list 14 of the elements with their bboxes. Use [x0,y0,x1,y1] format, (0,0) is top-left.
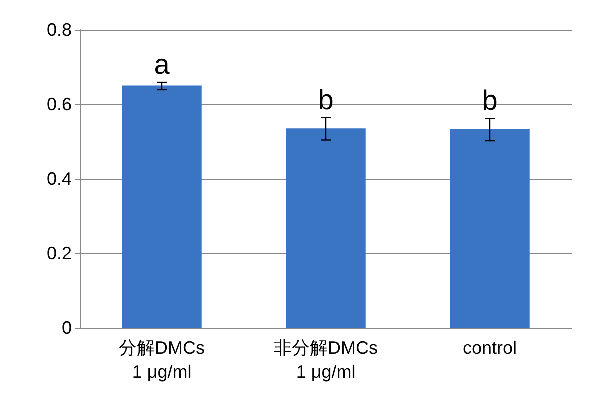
y-tick-label: 0.4 [46,169,72,189]
x-tick-label: 分解DMCs 1 μg/ml [119,338,205,382]
annotation: a [154,49,170,80]
x-tick-label: 非分解DMCs 1 μg/ml [274,338,378,382]
bar [286,128,366,328]
bar [122,86,202,328]
y-tick-label: 0.2 [46,244,72,264]
y-tick-label: 0.6 [46,94,72,114]
y-tick-label: 0.8 [46,20,72,40]
x-tick-label: control [462,338,518,358]
annotation: b [318,84,334,116]
annotation: b [482,85,498,116]
y-tick-label: 0 [62,318,72,338]
bar [450,129,530,328]
